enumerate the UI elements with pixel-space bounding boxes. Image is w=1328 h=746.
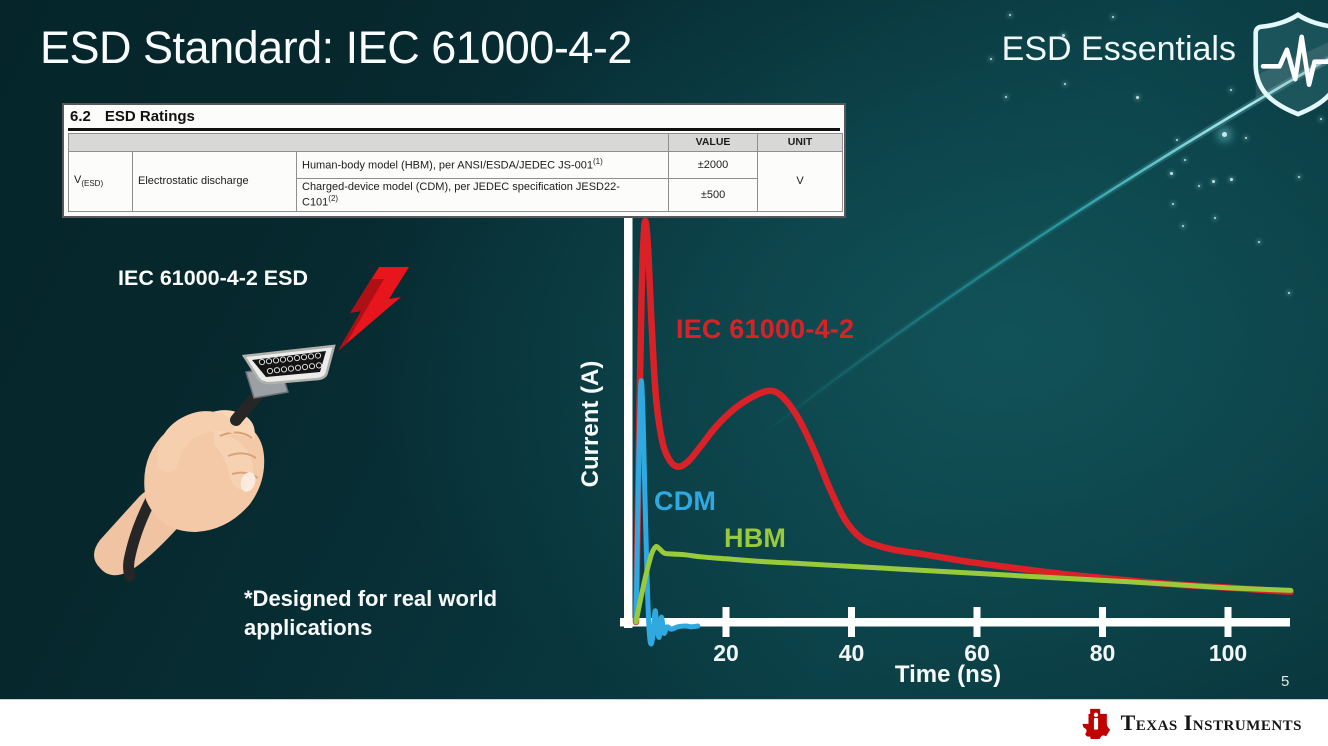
footer-bar: Texas Instruments bbox=[0, 699, 1328, 746]
table-row: Charged-device model (CDM), per JEDEC sp… bbox=[69, 178, 843, 212]
star-dot bbox=[1009, 14, 1011, 16]
hdmi-connector-slot bbox=[252, 351, 326, 377]
star-dot bbox=[990, 58, 992, 60]
cdm-value-cell: ±500 bbox=[668, 178, 759, 212]
x-axis-ticks bbox=[722, 607, 1232, 637]
illustration-label: IEC 61000-4-2 ESD bbox=[118, 266, 309, 290]
x-tick-label: 100 bbox=[1208, 640, 1248, 666]
x-tick bbox=[1224, 607, 1232, 637]
star-dot bbox=[1258, 241, 1260, 243]
param-name-cell: Electrostatic discharge bbox=[132, 151, 297, 212]
ti-logo-text: Texas Instruments bbox=[1120, 710, 1302, 735]
table-row: V(ESD) Electrostatic discharge Human-bod… bbox=[68, 151, 844, 212]
unit-header: UNIT bbox=[757, 133, 844, 152]
fingernail bbox=[240, 472, 256, 492]
x-tick-label: 40 bbox=[838, 640, 865, 666]
chart bbox=[620, 216, 1295, 647]
esd-ratings-table: 6.2 ESD Ratings VALUE UNIT V(ESD) Electro… bbox=[62, 103, 846, 218]
hand-cable-illustration bbox=[94, 267, 409, 582]
value-header: VALUE bbox=[668, 133, 759, 152]
curled-fingers bbox=[196, 410, 255, 440]
header-empty-cell bbox=[67, 133, 670, 152]
x-tick-label: 80 bbox=[1089, 640, 1116, 666]
star-dot bbox=[1112, 16, 1114, 18]
x-tick bbox=[973, 607, 981, 637]
fist bbox=[144, 415, 265, 532]
slide-title: ESD Standard: IEC 61000-4-2 bbox=[40, 22, 632, 73]
curve-iec-61000-4-2 bbox=[632, 217, 1295, 626]
page-number: 5 bbox=[1281, 673, 1290, 690]
x-tick-label: 20 bbox=[713, 640, 739, 666]
chart-curves bbox=[632, 217, 1295, 647]
star-dot bbox=[1298, 176, 1300, 178]
curve-hbm bbox=[633, 544, 1294, 625]
star-dot bbox=[1184, 159, 1186, 161]
hdmi-connector-shell bbox=[241, 344, 336, 385]
footnote-text: *Designed for real world applications bbox=[244, 586, 498, 641]
x-tick bbox=[848, 607, 855, 637]
x-tick bbox=[1099, 607, 1106, 637]
param-symbol-cell: V(ESD) bbox=[68, 151, 133, 212]
brand-title: ESD Essentials bbox=[1001, 30, 1236, 68]
x-axis bbox=[620, 618, 1290, 627]
star-dot bbox=[1062, 34, 1065, 37]
x-tick bbox=[722, 607, 730, 637]
table-header-row: VALUE UNIT bbox=[67, 133, 844, 152]
connector-strain-relief bbox=[245, 366, 289, 399]
cable-head bbox=[230, 384, 268, 426]
star-dot bbox=[1170, 172, 1173, 175]
hbm-value-cell: ±2000 bbox=[668, 151, 759, 179]
star-dot bbox=[1136, 96, 1139, 99]
x-tick-label: 60 bbox=[964, 640, 990, 666]
x-axis-label: Time (ns) bbox=[894, 661, 1002, 688]
index-finger bbox=[214, 432, 254, 491]
thumb bbox=[157, 411, 235, 473]
lightning-bolt-shadow bbox=[338, 279, 384, 351]
star-dot bbox=[1288, 292, 1290, 294]
section-title: ESD Ratings bbox=[104, 108, 195, 125]
wrist-arm bbox=[94, 488, 192, 576]
hdmi-connector-pins bbox=[258, 352, 323, 375]
star-dot bbox=[1005, 96, 1007, 98]
hbm-desc-cell: Human-body model (HBM), per ANSI/ESDA/JE… bbox=[295, 151, 670, 179]
cdm-desc-cell: Charged-device model (CDM), per JEDEC sp… bbox=[295, 178, 670, 212]
star-dot bbox=[1230, 89, 1232, 91]
star-dot bbox=[1198, 185, 1200, 187]
star-dot bbox=[1176, 139, 1178, 141]
y-axis bbox=[624, 216, 633, 628]
cable-tail bbox=[123, 464, 174, 582]
star-dot bbox=[1182, 225, 1184, 227]
ti-bug-icon bbox=[1082, 708, 1110, 739]
curve-label: CDM bbox=[654, 486, 717, 516]
curve-label: HBM bbox=[724, 523, 787, 553]
star-dot bbox=[1245, 137, 1247, 139]
finger-creases bbox=[219, 431, 259, 479]
unit-cell: V bbox=[757, 151, 844, 212]
curve-label: IEC 61000-4-2 bbox=[676, 314, 855, 344]
star-dot bbox=[1212, 180, 1215, 183]
ti-logo: Texas Instruments bbox=[1081, 706, 1302, 740]
star-dot bbox=[1214, 217, 1216, 219]
star-dot bbox=[1172, 203, 1174, 205]
lightning-bolt-icon bbox=[338, 267, 409, 351]
table-caption: 6.2 ESD Ratings bbox=[68, 107, 840, 131]
section-number: 6.2 bbox=[70, 108, 91, 125]
star-dot bbox=[1064, 83, 1066, 85]
star-dot bbox=[1230, 178, 1233, 181]
y-axis-label: Current (A) bbox=[577, 360, 604, 488]
star-dot bbox=[1222, 132, 1227, 137]
shield-pulse-icon bbox=[1252, 8, 1328, 120]
